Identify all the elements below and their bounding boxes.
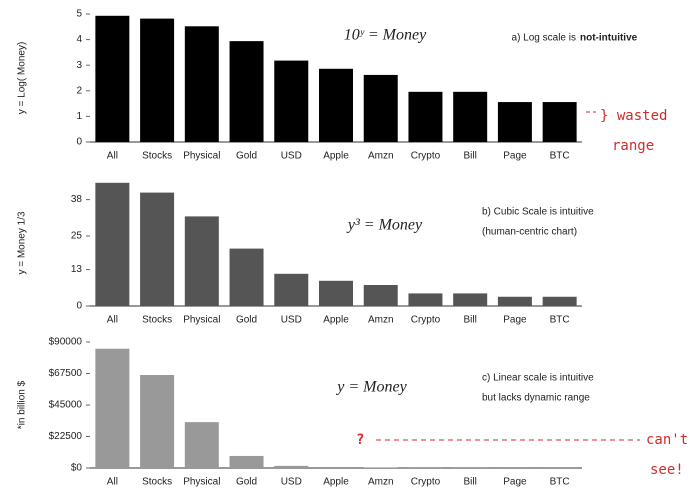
x-tick-label: Physical [183,477,220,488]
bar [274,273,309,306]
y-tick-label: 0 [76,301,82,312]
bar [140,192,175,306]
bar [274,465,309,468]
y-tick-label: $90000 [49,337,83,348]
bar [497,296,532,306]
y-tick-label: 4 [76,34,82,45]
y-tick-label: $22500 [49,431,83,442]
x-tick-label: Gold [236,151,257,162]
y-tick-label: 1 [76,111,82,122]
bar [319,68,353,142]
x-tick-label: Stocks [142,477,172,488]
x-tick-label: Gold [236,315,257,326]
annotation: not-intuitive [580,33,638,44]
y-tick-label: $0 [71,463,83,474]
bar [542,296,577,306]
annotation: 10ʸ = Money [344,27,427,44]
bar [319,280,353,306]
bar [229,41,264,142]
x-tick-label: BTC [550,151,570,162]
bar [408,91,443,142]
x-tick-label: All [107,315,118,326]
bar [274,60,309,143]
x-tick-label: Gold [236,477,257,488]
y-axis-label: y = Money 1/3 [17,211,28,275]
bar [319,466,353,468]
y-tick-label: $67500 [49,368,83,379]
annotation: a) Log scale is [512,33,576,44]
bar [363,74,398,142]
y-tick-label: 0 [76,137,82,148]
annotation: ? [356,432,364,448]
x-tick-label: Apple [323,315,349,326]
y-tick-label: 3 [76,60,82,71]
y-tick-label: 25 [71,231,83,242]
y-tick-label: 2 [76,85,82,96]
x-tick-label: Physical [183,151,220,162]
x-tick-label: BTC [550,315,570,326]
y-tick-label: 5 [76,9,82,20]
x-tick-label: Stocks [142,315,172,326]
x-tick-label: All [107,477,118,488]
y-axis-label: y = Log( Money) [17,42,28,115]
annotation: but lacks dynamic range [482,393,590,404]
x-tick-label: Apple [323,477,349,488]
bar [95,15,130,142]
bar [140,18,175,142]
annotation: (human-centric chart) [482,227,577,238]
x-tick-label: Bill [464,151,477,162]
x-tick-label: Crypto [411,315,441,326]
bar [542,102,577,142]
bar [184,422,219,468]
x-tick-label: USD [281,315,302,326]
y-tick-label: $45000 [49,400,83,411]
bar [95,182,130,306]
annotation: can't [646,432,688,448]
x-tick-label: Amzn [368,477,394,488]
x-tick-label: Apple [323,151,349,162]
x-tick-label: Page [503,315,527,326]
bar [453,293,488,306]
x-tick-label: Stocks [142,151,172,162]
bar [229,248,264,306]
bar [229,455,264,468]
annotation: } wasted [600,108,667,124]
x-tick-label: USD [281,477,302,488]
annotation: y = Money [335,379,407,396]
bar [184,216,219,306]
x-tick-label: Bill [464,315,477,326]
annotation: c) Linear scale is intuitive [482,373,594,384]
x-tick-label: Physical [183,315,220,326]
x-tick-label: USD [281,151,302,162]
annotation: b) Cubic Scale is intuitive [482,207,594,218]
bar [95,348,130,468]
bar [140,374,175,468]
bar [363,467,398,468]
x-tick-label: BTC [550,477,570,488]
annotation: see! [650,462,684,478]
y-axis-label: *in billion $ [17,380,28,429]
bar [497,102,532,142]
bar [363,285,398,306]
x-tick-label: Amzn [368,315,394,326]
bar [408,293,443,306]
x-tick-label: Page [503,477,527,488]
y-tick-label: 13 [71,264,83,275]
x-tick-label: Crypto [411,151,441,162]
x-tick-label: Crypto [411,477,441,488]
annotation: y³ = Money [346,217,423,234]
bar [453,91,488,142]
y-tick-label: 38 [71,194,83,205]
x-tick-label: Amzn [368,151,394,162]
annotation: range [612,138,654,154]
x-tick-label: Page [503,151,527,162]
bar [184,26,219,142]
x-tick-label: Bill [464,477,477,488]
x-tick-label: All [107,151,118,162]
